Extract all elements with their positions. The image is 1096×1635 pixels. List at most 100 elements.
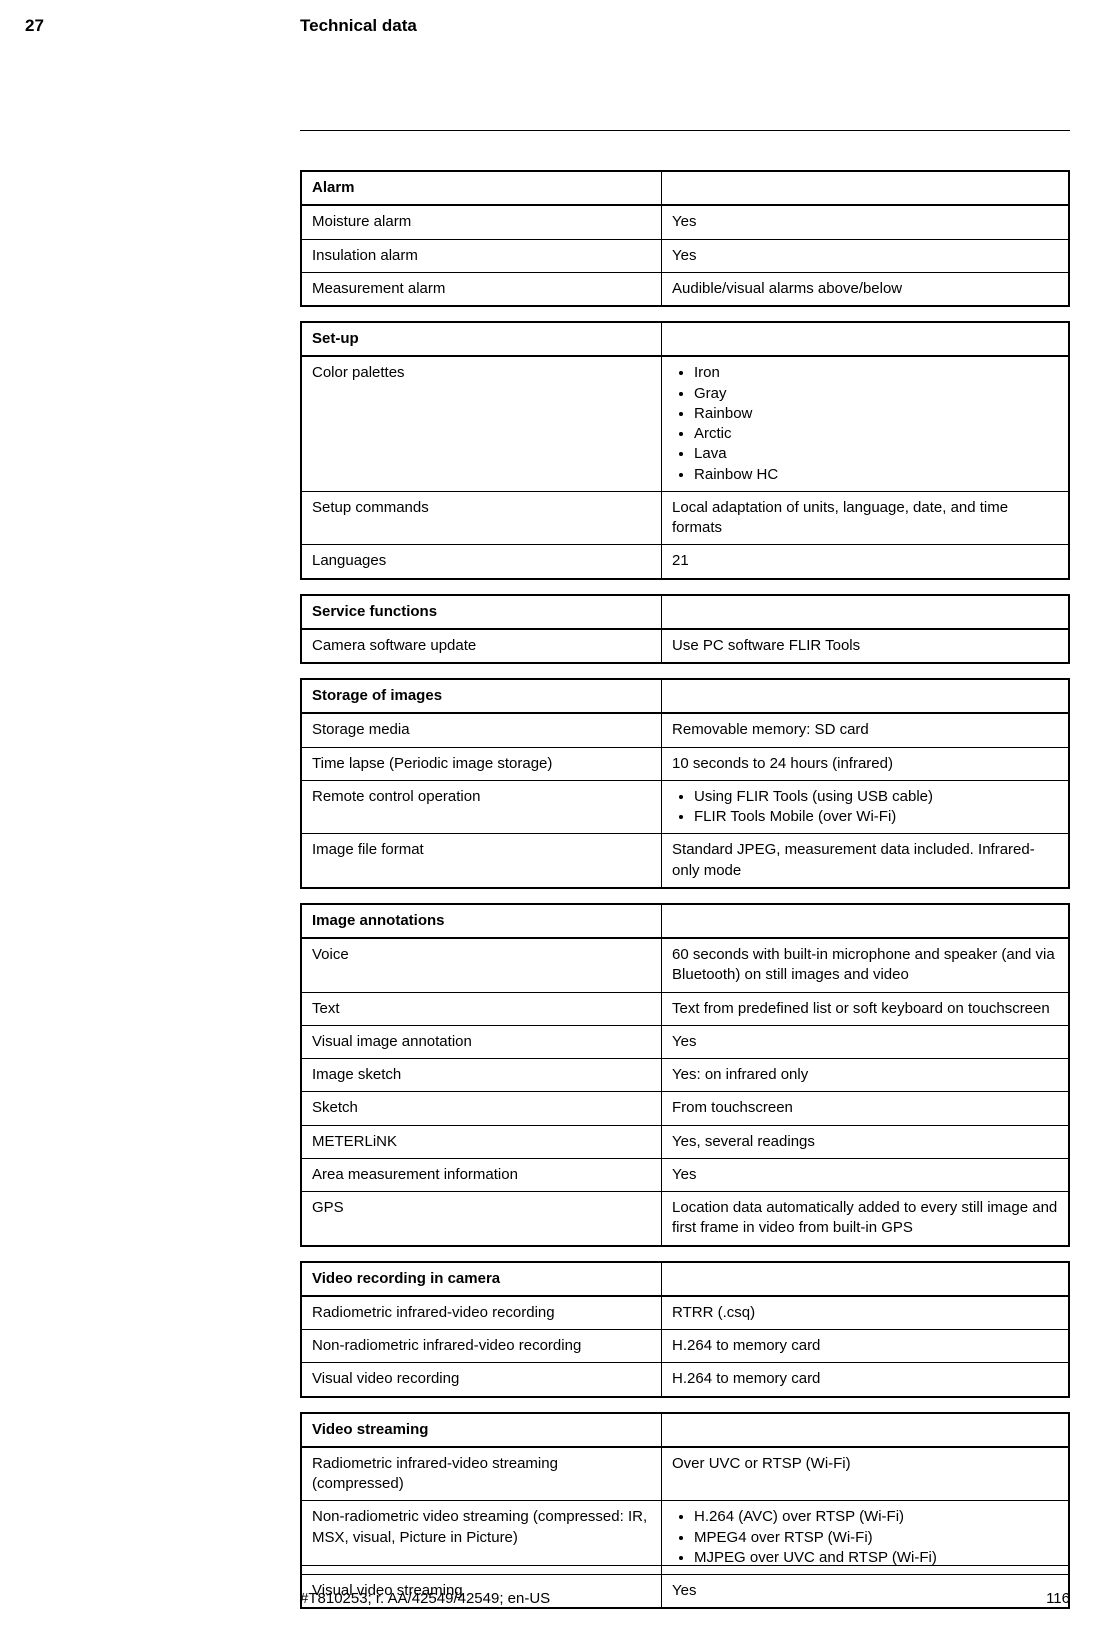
spec-label: Sketch: [302, 1092, 662, 1124]
spec-group: Service functions Camera software updateU…: [300, 594, 1070, 665]
spec-value: Local adaptation of units, language, dat…: [662, 492, 1068, 545]
spec-row: Radiometric infrared-video recordingRTRR…: [302, 1297, 1068, 1330]
spec-value: Location data automatically added to eve…: [662, 1192, 1068, 1245]
spec-label: METERLiNK: [302, 1126, 662, 1158]
spec-label: Radiometric infrared-video streaming (co…: [302, 1448, 662, 1501]
section-header-row: Alarm: [302, 172, 1068, 206]
spec-label: Camera software update: [302, 630, 662, 662]
spec-value-list-item: MPEG4 over RTSP (Wi-Fi): [694, 1528, 1058, 1548]
footer-page-number: 116: [1046, 1590, 1070, 1607]
spec-label: Non-radiometric infrared-video recording: [302, 1330, 662, 1362]
spec-row: GPSLocation data automatically added to …: [302, 1192, 1068, 1245]
spec-group: Video recording in camera Radiometric inf…: [300, 1261, 1070, 1398]
spec-row: Non-radiometric infrared-video recording…: [302, 1330, 1068, 1363]
spec-row: Storage mediaRemovable memory: SD card: [302, 714, 1068, 747]
spec-row: Voice60 seconds with built-in microphone…: [302, 939, 1068, 993]
spec-group: Image annotations Voice60 seconds with bu…: [300, 903, 1070, 1247]
spec-value: H.264 to memory card: [662, 1363, 1068, 1395]
spec-row: Visual image annotationYes: [302, 1026, 1068, 1059]
spec-value: H.264 (AVC) over RTSP (Wi-Fi)MPEG4 over …: [662, 1501, 1068, 1574]
spec-value-list: Using FLIR Tools (using USB cable)FLIR T…: [672, 787, 1058, 828]
spec-row: Remote control operationUsing FLIR Tools…: [302, 781, 1068, 835]
spec-value-list-item: Rainbow: [694, 404, 1058, 424]
section-header-empty: [662, 680, 1068, 712]
section-header-empty: [662, 172, 1068, 204]
spec-value: Yes, several readings: [662, 1126, 1068, 1158]
spec-label: Visual image annotation: [302, 1026, 662, 1058]
section-header-label: Alarm: [312, 179, 355, 196]
section-header-label: Video recording in camera: [312, 1270, 500, 1287]
section-header-empty: [662, 1263, 1068, 1295]
spec-group: Set-upColor palettesIronGrayRainbowArcti…: [300, 321, 1070, 580]
spec-label: Image sketch: [302, 1059, 662, 1091]
spec-value-list-item: H.264 (AVC) over RTSP (Wi-Fi): [694, 1507, 1058, 1527]
spec-group: Storage of imagesStorage mediaRemovable …: [300, 678, 1070, 889]
spec-value: Yes: [662, 206, 1068, 238]
spec-value-list-item: Lava: [694, 444, 1058, 464]
spec-label: Remote control operation: [302, 781, 662, 834]
spec-value: Yes: on infrared only: [662, 1059, 1068, 1091]
spec-value-list: H.264 (AVC) over RTSP (Wi-Fi)MPEG4 over …: [672, 1507, 1058, 1568]
spec-row: Area measurement informationYes: [302, 1159, 1068, 1192]
spec-value-list-item: FLIR Tools Mobile (over Wi-Fi): [694, 807, 1058, 827]
spec-row: Non-radiometric video streaming (compres…: [302, 1501, 1068, 1575]
spec-value: 10 seconds to 24 hours (infrared): [662, 748, 1068, 780]
spec-row: Image sketchYes: on infrared only: [302, 1059, 1068, 1092]
spec-value: From touchscreen: [662, 1092, 1068, 1124]
spec-value: Yes: [662, 240, 1068, 272]
spec-label: GPS: [302, 1192, 662, 1245]
spec-value: Yes: [662, 1159, 1068, 1191]
spec-row: Insulation alarmYes: [302, 240, 1068, 273]
spec-row: Setup commandsLocal adaptation of units,…: [302, 492, 1068, 546]
spec-label: Radiometric infrared-video recording: [302, 1297, 662, 1329]
spec-row: METERLiNKYes, several readings: [302, 1126, 1068, 1159]
section-header-label: Service functions: [312, 603, 437, 620]
spec-label: Image file format: [302, 834, 662, 887]
spec-value: Use PC software FLIR Tools: [662, 630, 1068, 662]
spec-row: Visual video recordingH.264 to memory ca…: [302, 1363, 1068, 1395]
section-header-row: Video streaming: [302, 1414, 1068, 1448]
spec-label: Measurement alarm: [302, 273, 662, 305]
spec-row: Image file formatStandard JPEG, measurem…: [302, 834, 1068, 887]
spec-value: H.264 to memory card: [662, 1330, 1068, 1362]
spec-value-list-item: Rainbow HC: [694, 465, 1058, 485]
spec-row: SketchFrom touchscreen: [302, 1092, 1068, 1125]
spec-row: Radiometric infrared-video streaming (co…: [302, 1448, 1068, 1502]
spec-group: Video streamingRadiometric infrared-vide…: [300, 1412, 1070, 1610]
spec-row: Camera software updateUse PC software FL…: [302, 630, 1068, 662]
spec-label: Voice: [302, 939, 662, 992]
chapter-title: Technical data: [300, 16, 417, 36]
spec-label: Color palettes: [302, 357, 662, 491]
chapter-number: 27: [25, 16, 44, 36]
spec-value: Yes: [662, 1575, 1068, 1607]
header-rule: [300, 130, 1070, 131]
spec-value: Using FLIR Tools (using USB cable)FLIR T…: [662, 781, 1068, 834]
section-header-empty: [662, 323, 1068, 355]
footer-rule: [300, 1565, 1070, 1566]
spec-row: Moisture alarmYes: [302, 206, 1068, 239]
spec-row: TextText from predefined list or soft ke…: [302, 993, 1068, 1026]
spec-value: Removable memory: SD card: [662, 714, 1068, 746]
spec-row: Time lapse (Periodic image storage)10 se…: [302, 748, 1068, 781]
spec-row: Color palettesIronGrayRainbowArcticLavaR…: [302, 357, 1068, 492]
section-header-label: Set-up: [312, 330, 359, 347]
spec-label: Visual video recording: [302, 1363, 662, 1395]
spec-value: IronGrayRainbowArcticLavaRainbow HC: [662, 357, 1068, 491]
spec-value: 21: [662, 545, 1068, 577]
section-header-empty: [662, 596, 1068, 628]
section-header-row: Storage of images: [302, 680, 1068, 714]
spec-label: Languages: [302, 545, 662, 577]
spec-value-list-item: Gray: [694, 384, 1058, 404]
section-header-row: Image annotations: [302, 905, 1068, 939]
spec-value-list: IronGrayRainbowArcticLavaRainbow HC: [672, 363, 1058, 485]
spec-value: Over UVC or RTSP (Wi-Fi): [662, 1448, 1068, 1501]
spec-value: Audible/visual alarms above/below: [662, 273, 1068, 305]
section-header-empty: [662, 1414, 1068, 1446]
spec-label: Area measurement information: [302, 1159, 662, 1191]
spec-label: Insulation alarm: [302, 240, 662, 272]
spec-label: Non-radiometric video streaming (compres…: [302, 1501, 662, 1574]
spec-value: RTRR (.csq): [662, 1297, 1068, 1329]
spec-label: Moisture alarm: [302, 206, 662, 238]
spec-value-list-item: Iron: [694, 363, 1058, 383]
section-header-label: Image annotations: [312, 912, 445, 929]
